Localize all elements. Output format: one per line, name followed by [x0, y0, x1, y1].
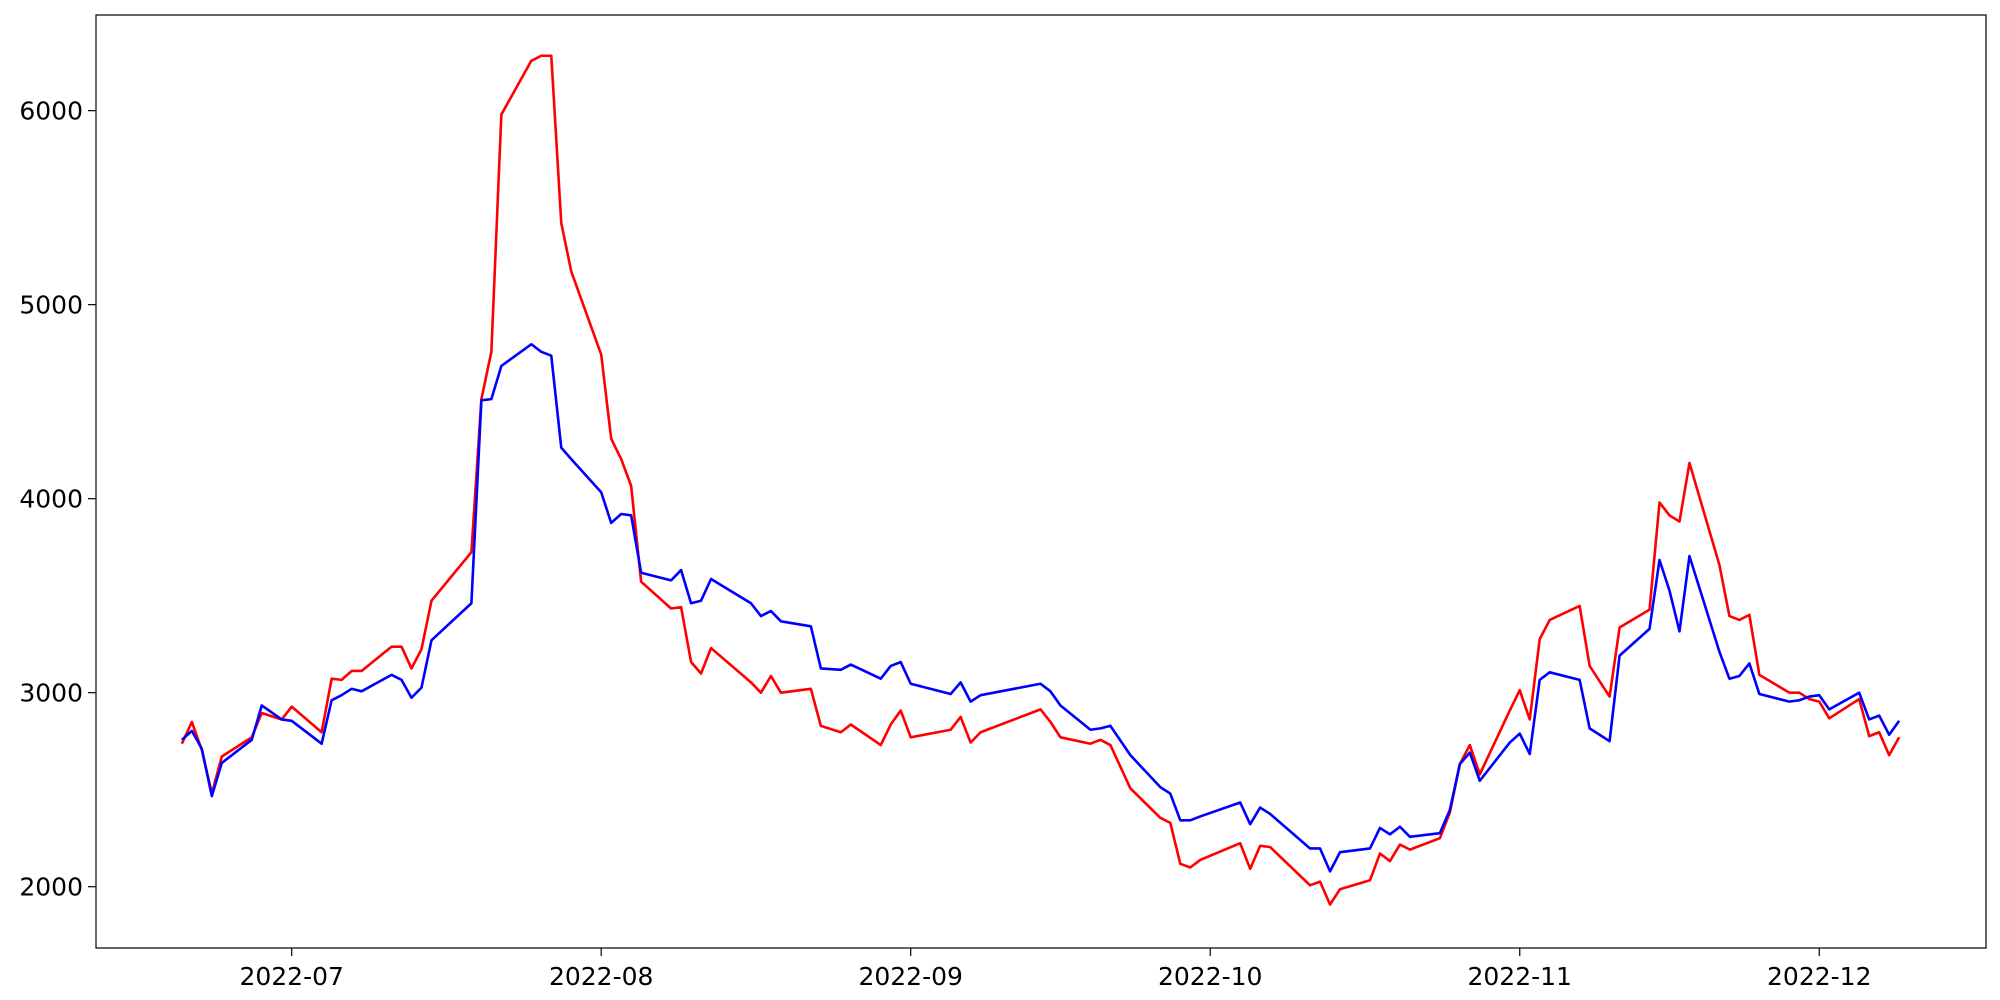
y-tick-label: 2000: [19, 873, 83, 902]
y-tick-label: 5000: [19, 291, 83, 320]
x-tick-label: 2022-08: [549, 962, 653, 991]
y-tick-label: 4000: [19, 485, 83, 514]
plot-frame: [95, 14, 1987, 949]
x-tick-label: 2022-11: [1468, 962, 1572, 991]
y-tick-label: 3000: [19, 679, 83, 708]
x-tick-label: 2022-12: [1767, 962, 1871, 991]
series-line: [180, 342, 1901, 873]
x-tick-label: 2022-07: [239, 962, 343, 991]
series-line: [180, 54, 1901, 906]
x-tick-label: 2022-10: [1158, 962, 1262, 991]
x-tick-label: 2022-09: [858, 962, 962, 991]
y-tick-label: 6000: [19, 97, 83, 126]
